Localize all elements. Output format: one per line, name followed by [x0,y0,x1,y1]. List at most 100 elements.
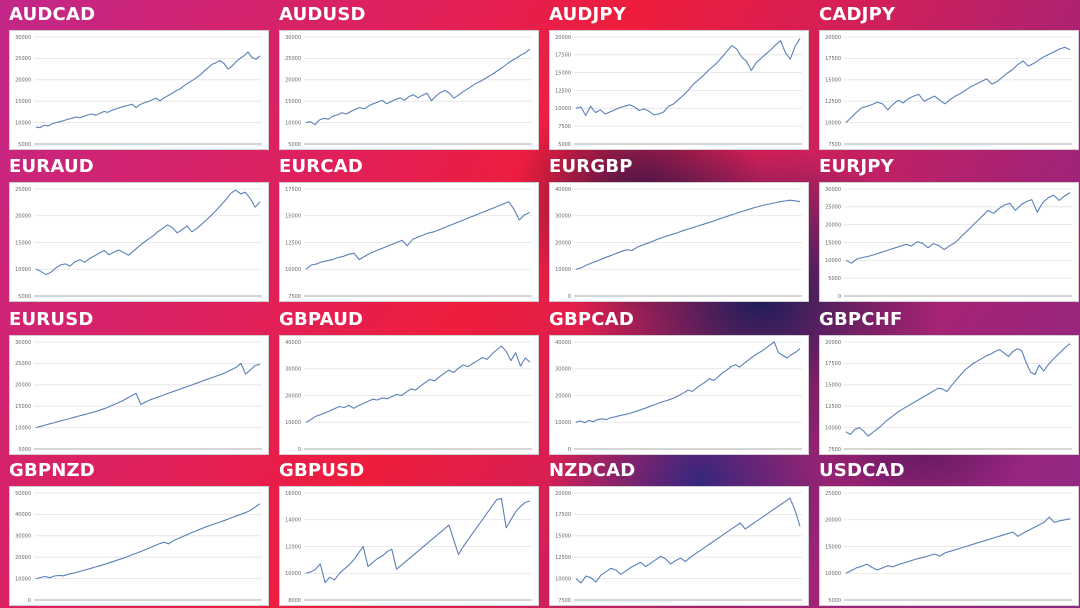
chart-title: GBPAUD [279,309,364,330]
chart-title: AUDUSD [279,4,366,25]
y-tick-label: 40000 [15,512,31,518]
y-tick-label: 12000 [285,544,301,550]
y-tick-label: 0 [838,294,841,300]
series-line [845,343,1071,437]
y-tick-label: 15000 [15,404,31,410]
y-tick-label: 0 [298,447,301,453]
y-tick-label: 12500 [555,88,571,94]
chart-title: NZDCAD [549,460,636,481]
y-tick-label: 30000 [15,340,31,346]
y-tick-label: 7500 [558,598,571,604]
chart-title: AUDJPY [549,4,627,25]
y-tick-label: 30000 [15,35,31,41]
y-tick-label: 15000 [825,383,841,389]
y-tick-label: 40000 [555,187,571,193]
y-tick-label: 25000 [15,361,31,367]
y-tick-label: 30000 [555,214,571,220]
chart-area: 7500 10000 12500 15000 17500 20000 [819,30,1079,150]
y-tick-label: 16000 [285,491,301,497]
series-line [575,199,801,270]
y-tick-label: 10000 [825,258,841,264]
y-tick-label: 10000 [285,571,301,577]
line-chart-euraud: 5000 10000 15000 20000 25000 [15,187,262,300]
y-tick-label: 5000 [18,294,31,300]
series-line [845,192,1071,264]
y-tick-label: 10000 [15,576,31,582]
line-chart-nzdcad: 7500 10000 12500 15000 17500 20000 [555,491,802,604]
series-line [845,46,1071,123]
y-tick-label: 5000 [558,142,571,148]
y-tick-label: 30000 [285,367,301,373]
y-tick-label: 17500 [555,53,571,59]
y-tick-label: 5000 [18,142,31,148]
y-tick-label: 20000 [15,555,31,561]
y-tick-label: 7500 [558,124,571,130]
y-tick-label: 10000 [15,425,31,431]
chart-area: 7500 10000 12500 15000 17500 20000 [819,335,1079,455]
chart-title: GBPNZD [9,460,95,481]
chart-title: EURAUD [9,156,94,177]
y-tick-label: 20000 [555,491,571,497]
chart-title: EURJPY [819,156,894,177]
y-tick-label: 20000 [825,340,841,346]
series-line [575,497,801,584]
y-tick-label: 8000 [288,598,301,604]
y-tick-label: 5000 [18,447,31,453]
y-tick-label: 17500 [825,361,841,367]
line-chart-gbpcad: 0 10000 20000 30000 40000 [555,340,802,453]
y-tick-label: 25000 [15,56,31,62]
y-tick-label: 20000 [825,518,841,524]
y-tick-label: 10000 [15,267,31,273]
line-chart-audusd: 5000 10000 15000 20000 25000 30000 [285,35,532,148]
series-line [305,497,531,584]
chart-area: 5000 10000 15000 20000 25000 30000 [9,30,269,150]
chart-title: GBPCHF [819,309,903,330]
y-tick-label: 25000 [285,56,301,62]
y-tick-label: 40000 [285,340,301,346]
y-tick-label: 25000 [15,187,31,193]
chart-title: EURCAD [279,156,364,177]
line-chart-audjpy: 5000 7500 10000 12500 15000 17500 20000 [555,35,802,148]
line-chart-eurjpy: 0 5000 10000 15000 20000 25000 30000 [825,187,1072,300]
chart-area: 5000 10000 15000 20000 25000 [819,486,1079,606]
chart-area: 0 10000 20000 30000 40000 [549,335,809,455]
series-line [845,516,1071,574]
y-tick-label: 10000 [555,106,571,112]
y-tick-label: 15000 [555,70,571,76]
y-tick-label: 30000 [15,534,31,540]
y-tick-label: 12500 [285,240,301,246]
chart-title: GBPCAD [549,309,634,330]
y-tick-label: 10000 [15,120,31,126]
y-tick-label: 12500 [555,555,571,561]
series-line [35,362,261,429]
y-tick-label: 7500 [828,142,841,148]
y-tick-label: 5000 [828,598,841,604]
y-tick-label: 30000 [825,187,841,193]
chart-area: 5000 7500 10000 12500 15000 17500 20000 [549,30,809,150]
chart-area: 5000 10000 15000 20000 25000 30000 [9,335,269,455]
line-chart-eurcad: 7500 10000 12500 15000 17500 [285,187,532,300]
y-tick-label: 20000 [15,383,31,389]
chart-area: 8000 10000 12000 14000 16000 [279,486,539,606]
y-tick-label: 10000 [555,267,571,273]
chart-area: 0 10000 20000 30000 40000 [549,182,809,302]
chart-title: EURGBP [549,156,633,177]
chart-title: CADJPY [819,4,896,25]
y-tick-label: 10000 [555,576,571,582]
chart-area: 7500 10000 12500 15000 17500 20000 [549,486,809,606]
series-line [305,201,531,270]
y-tick-label: 20000 [285,78,301,84]
chart-area: 7500 10000 12500 15000 17500 [279,182,539,302]
y-tick-label: 20000 [825,222,841,228]
chart-area: 0 10000 20000 30000 40000 [279,335,539,455]
y-tick-label: 7500 [288,294,301,300]
y-tick-label: 15000 [555,534,571,540]
y-tick-label: 20000 [555,35,571,41]
series-line [575,341,801,424]
y-tick-label: 10000 [825,120,841,126]
chart-title: EURUSD [9,309,94,330]
y-tick-label: 20000 [825,35,841,41]
chart-area: 0 5000 10000 15000 20000 25000 30000 [819,182,1079,302]
y-tick-label: 5000 [828,276,841,282]
